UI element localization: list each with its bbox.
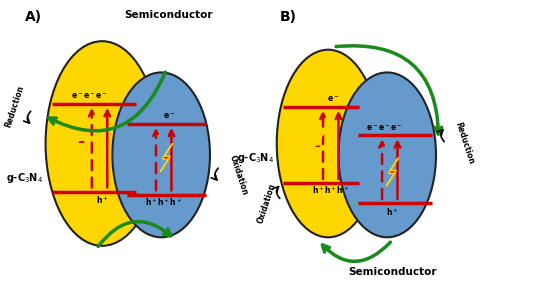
Text: e$^-$: e$^-$ [327, 95, 339, 104]
Text: g-C$_3$N$_4$: g-C$_3$N$_4$ [237, 151, 274, 165]
Text: Semiconductor: Semiconductor [348, 267, 437, 277]
Text: h$^+$h$^+$h$^+$: h$^+$h$^+$h$^+$ [145, 196, 182, 208]
Text: Oxidation: Oxidation [256, 182, 277, 224]
Text: h$^+$: h$^+$ [386, 206, 399, 218]
Text: A): A) [25, 10, 42, 24]
Polygon shape [386, 158, 399, 186]
Text: Reduction: Reduction [4, 84, 26, 129]
Ellipse shape [45, 41, 158, 246]
Text: Reduction: Reduction [453, 121, 475, 166]
Text: Semiconductor: Semiconductor [125, 10, 213, 20]
Polygon shape [160, 144, 172, 172]
Polygon shape [311, 132, 324, 160]
Text: e$^-$: e$^-$ [163, 112, 175, 121]
Polygon shape [74, 125, 89, 159]
Text: B): B) [279, 10, 296, 24]
Text: h$^+$: h$^+$ [96, 195, 109, 206]
Ellipse shape [112, 72, 210, 237]
Text: Oxidation: Oxidation [227, 154, 249, 196]
Ellipse shape [339, 72, 436, 237]
Text: e$^-$e$^-$e$^-$: e$^-$e$^-$e$^-$ [366, 123, 403, 133]
Text: g-C$_3$N$_4$: g-C$_3$N$_4$ [6, 170, 43, 185]
Text: e$^-$e$^-$e$^-$: e$^-$e$^-$e$^-$ [71, 92, 108, 101]
Text: h$^+$h$^+$h$^+$: h$^+$h$^+$h$^+$ [312, 185, 349, 196]
Ellipse shape [277, 50, 379, 237]
